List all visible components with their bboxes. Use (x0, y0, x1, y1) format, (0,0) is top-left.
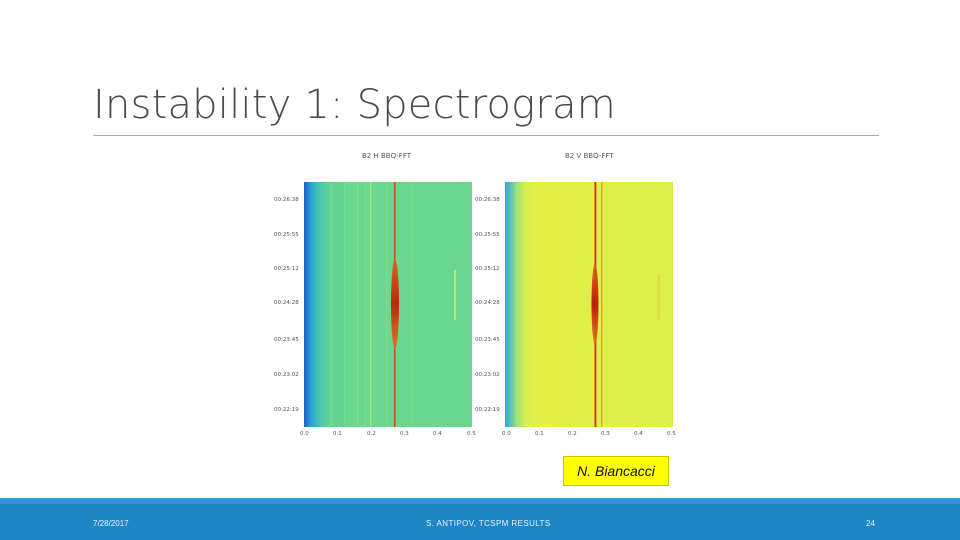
ytick: 00:25:55 (274, 232, 299, 238)
footer-center-text: S. ANTIPOV, TCSPM RESULTS (426, 519, 551, 528)
ytick: 00:24:28 (475, 300, 500, 306)
xtick: 0.5 (467, 431, 476, 437)
page-number: 24 (866, 519, 875, 528)
ytick: 00:25:12 (475, 266, 500, 272)
xtick: 0.3 (400, 431, 409, 437)
ytick: 00:22:19 (475, 407, 500, 413)
ytick: 00:25:12 (274, 266, 299, 272)
xtick: 0.1 (333, 431, 342, 437)
ytick: 00:24:28 (274, 300, 299, 306)
xtick: 0.4 (433, 431, 442, 437)
footer-bar: 7/28/2017 S. ANTIPOV, TCSPM RESULTS 24 (0, 498, 960, 540)
panel-title-h: B2 H BBQ-FFT (362, 152, 412, 160)
spectrogram-h-plot (304, 182, 472, 427)
ytick: 00:23:02 (274, 372, 299, 378)
spectrogram-v-plot (505, 182, 673, 427)
xtick: 0.5 (667, 431, 676, 437)
xtick: 0.4 (634, 431, 643, 437)
panel-title-v: B2 V BBQ-FFT (565, 152, 614, 160)
ytick: 00:22:19 (274, 407, 299, 413)
ytick: 00:23:45 (274, 337, 299, 343)
ytick: 00:23:45 (475, 337, 500, 343)
spectrogram-figure: B2 H BBQ-FFT 00:26:38 00:25:55 00:25:12 … (262, 145, 682, 445)
ytick: 00:26:38 (274, 197, 299, 203)
spectrogram-v-image (505, 182, 673, 427)
title-rule (93, 135, 879, 136)
xtick: 0.1 (535, 431, 544, 437)
ytick: 00:23:02 (475, 372, 500, 378)
ytick: 00:25:55 (475, 232, 500, 238)
xtick: 0.0 (300, 431, 309, 437)
xtick: 0.2 (568, 431, 577, 437)
ytick: 00:26:38 (475, 197, 500, 203)
footer-date: 7/28/2017 (93, 519, 129, 528)
xtick: 0.3 (601, 431, 610, 437)
attribution-label: N. Biancacci (563, 456, 669, 486)
spectrogram-h-image (304, 182, 472, 427)
xtick: 0.2 (367, 431, 376, 437)
footer-accent-stripe (0, 498, 960, 504)
xtick: 0.0 (502, 431, 511, 437)
slide-title: Instability 1: Spectrogram (93, 82, 616, 128)
